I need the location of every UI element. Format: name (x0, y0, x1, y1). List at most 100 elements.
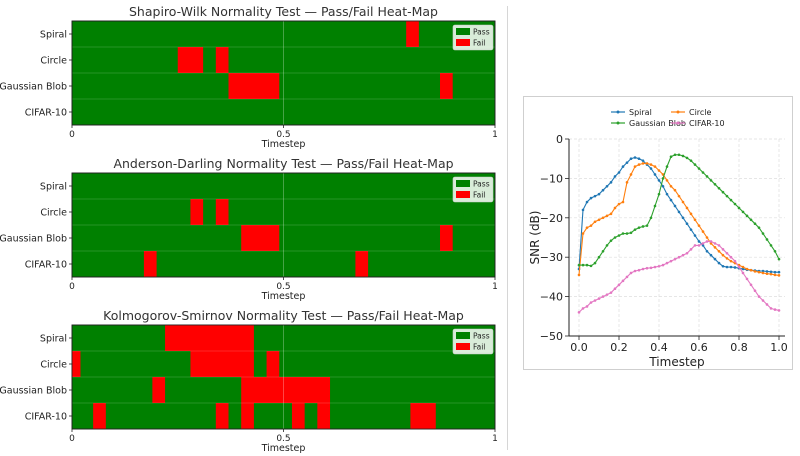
row-label-circle: Circle (40, 56, 67, 67)
data-point-spiral (761, 269, 765, 273)
data-point-cifar-10 (617, 283, 621, 287)
data-point-spiral (705, 249, 709, 253)
data-point-cifar-10 (741, 271, 745, 275)
data-point-spiral (673, 204, 677, 208)
fail-cell-cifar-10 (241, 403, 254, 429)
data-point-gaussian-blob (585, 263, 589, 267)
legend-swatch-fail (456, 343, 470, 350)
snr-line-chart: 0.0 0.2 0.4 0.6 0.8 1.0 0 −10 −20 −30 −40 −50 Timest… (528, 108, 788, 369)
series-line-cifar-10 (578, 240, 780, 313)
data-point-gaussian-blob (721, 190, 725, 194)
data-point-circle (697, 224, 701, 227)
data-point-cifar-10 (621, 279, 625, 283)
data-point-circle (617, 202, 621, 206)
kolmogorov-smirnov-heatmap: Kolmogorov-Smirnov Normality Test — Pass… (0, 308, 498, 454)
heatmap-cells (72, 325, 436, 429)
data-point-spiral (741, 267, 745, 271)
legend-label-fail: Fail (473, 343, 485, 352)
data-point-cifar-10 (613, 287, 617, 291)
data-point-cifar-10 (589, 301, 593, 304)
data-point-cifar-10 (653, 265, 657, 269)
data-point-spiral (773, 270, 777, 274)
data-point-spiral (621, 165, 625, 168)
row-label-spiral: Spiral (40, 182, 67, 193)
snr-ytick-label: −30 (540, 251, 563, 264)
data-point-cifar-10 (737, 265, 741, 269)
legend-marker-gaussian-blob (616, 121, 620, 125)
legend-marker-cifar-10 (676, 121, 680, 125)
legend-label-fail: Fail (473, 39, 485, 48)
heatmap-title: Anderson-Darling Normality Test — Pass/F… (113, 156, 453, 171)
data-point-gaussian-blob (697, 167, 701, 170)
legend-swatch-pass (456, 332, 470, 339)
data-point-spiral (657, 179, 661, 182)
data-point-spiral (641, 159, 645, 162)
heatmap-xlabel: Timestep (261, 139, 306, 150)
row-label-cifar-10: CIFAR-10 (25, 260, 67, 271)
heatmap-xlabel: Timestep (261, 443, 306, 454)
fail-cell-cifar-10 (215, 403, 229, 429)
xtick-label: 0.5 (276, 282, 290, 292)
data-point-circle (757, 270, 761, 274)
row-label-spiral: Spiral (40, 334, 67, 345)
data-point-circle (777, 274, 781, 277)
data-point-spiral (721, 264, 725, 268)
row-label-gaussian-blob: Gaussian Blob (0, 234, 67, 245)
data-point-circle (685, 206, 689, 210)
data-point-gaussian-blob (649, 216, 653, 220)
snr-ytick-label: −20 (540, 212, 563, 225)
series-line-gaussian-blob (579, 154, 780, 267)
data-point-gaussian-blob (741, 210, 745, 214)
snr-ytick-label: −10 (540, 172, 563, 185)
data-point-cifar-10 (609, 291, 613, 294)
data-point-circle (621, 200, 625, 204)
data-point-spiral (677, 210, 681, 214)
legend-label-pass: Pass (473, 180, 490, 189)
data-point-cifar-10 (657, 264, 661, 268)
data-point-circle (605, 214, 609, 218)
data-point-circle (581, 232, 585, 235)
data-point-gaussian-blob (745, 214, 749, 218)
data-point-circle (709, 242, 713, 245)
data-point-cifar-10 (713, 242, 717, 245)
data-point-gaussian-blob (617, 234, 621, 237)
data-point-spiral (581, 208, 585, 212)
data-point-cifar-10 (677, 255, 681, 259)
series-cifar-10 (577, 240, 781, 314)
data-point-spiral (769, 270, 773, 274)
legend-label-pass: Pass (473, 332, 490, 341)
row-label-gaussian-blob: Gaussian Blob (0, 386, 67, 397)
data-point-cifar-10 (641, 267, 645, 271)
data-point-gaussian-blob (657, 192, 661, 196)
data-point-spiral (589, 196, 593, 200)
data-point-cifar-10 (673, 257, 677, 261)
data-point-circle (721, 253, 725, 257)
xtick-label: 0 (69, 282, 75, 292)
fail-cell-circle (215, 47, 229, 73)
data-point-circle (625, 181, 629, 184)
data-point-spiral (661, 184, 665, 188)
data-point-gaussian-blob (725, 194, 729, 198)
legend-label-gaussian-blob: Gaussian Blob (629, 119, 686, 128)
data-point-cifar-10 (669, 259, 673, 263)
fail-cell-gaussian-blob (228, 73, 280, 99)
heatmap-pass-background (71, 172, 496, 278)
data-point-spiral (729, 265, 733, 269)
data-point-cifar-10 (685, 251, 689, 255)
shapiro-wilk-heatmap: Shapiro-Wilk Normality Test — Pass/Fail … (0, 4, 498, 150)
data-point-cifar-10 (661, 263, 665, 267)
data-point-spiral (701, 244, 705, 247)
xtick-label: 0 (69, 130, 75, 140)
data-point-spiral (653, 173, 657, 176)
data-point-gaussian-blob (589, 264, 593, 268)
data-point-circle (765, 272, 769, 276)
data-point-gaussian-blob (685, 156, 689, 160)
data-point-circle (705, 236, 709, 239)
data-point-spiral (717, 261, 721, 265)
data-point-gaussian-blob (601, 249, 605, 253)
heatmap-title: Kolmogorov-Smirnov Normality Test — Pass… (103, 308, 464, 323)
snr-ylabel: SNR (dB) (528, 211, 542, 265)
fail-cell-circle (72, 351, 81, 377)
data-point-gaussian-blob (621, 232, 625, 235)
legend-label-spiral: Spiral (629, 108, 652, 117)
